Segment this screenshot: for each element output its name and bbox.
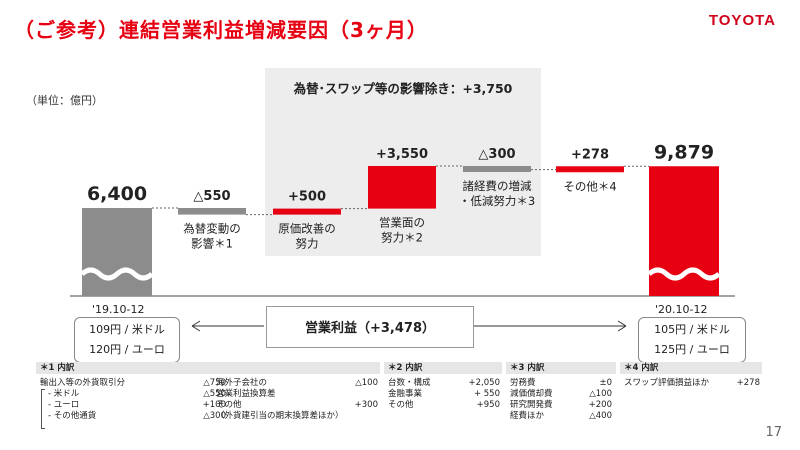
waterfall-bar [82,208,152,296]
category-label: 営業面の [379,216,425,230]
category-label: 影響＊1 [191,237,233,251]
note1-left-label: - 米ドル [48,389,80,399]
note1-right-label: （外貨建引当の期末換算差ほか） [216,411,344,421]
axis-break-mark [80,267,154,281]
operating-income-label: 営業利益（+3,478） [304,321,435,336]
toyota-logo: TOYOTA [708,12,776,29]
note3-label: 経費ほか [510,411,545,421]
waterfall-bar [463,166,531,172]
note2-label: 金融事業 [388,389,423,399]
axis-break-mark [647,267,721,281]
fx-excluded-group-box [265,68,541,256]
category-label: 為替変動の [183,222,241,236]
note1-right-label: 海外子会社の [216,378,268,388]
note4-value: +278 [736,378,760,388]
note1-left-value: +100 [202,400,226,410]
category-label: 努力＊2 [381,231,423,245]
page-title: （ご参考）連結営業利益増減要因（3ヶ月） [14,18,428,42]
note1-left-label: - ユーロ [48,400,80,410]
fx-rates-start: 109円 / 米ドル 120円 / ユーロ [74,317,180,363]
waterfall-bar [556,166,624,173]
note1-left-label: 輸出入等の外貨取引分 [40,378,126,388]
note1-left-label: - その他通貨 [48,411,97,421]
bar-value-label: △300 [478,147,515,162]
fx-rate-start-eur: 120円 / ユーロ [89,343,165,356]
fx-rates-end: 105円 / 米ドル 125円 / ユーロ [638,317,746,363]
note3-value: ±0 [599,378,612,388]
fx-rate-end-usd: 105円 / 米ドル [654,323,730,336]
fx-rate-end-eur: 125円 / ユーロ [654,343,730,356]
fx-rate-start-usd: 109円 / 米ドル [89,323,165,336]
note1-bracket [41,389,45,429]
waterfall-bar [178,208,246,215]
fx-excluded-group-label: 為替･スワップ等の影響除き：+3,750 [293,81,513,96]
note3-label: 減価償却費 [510,389,553,399]
period-start-label: '19.10-12 [92,303,145,316]
note2-value: +2,050 [468,378,500,388]
operating-income-box [266,306,474,348]
note2-header: ＊2 内訳 [384,362,502,374]
note3-value: △100 [589,389,612,399]
note1-header: ＊1 内訳 [36,362,380,374]
note2-label: 台数・構成 [388,378,431,388]
arrow-left-head [191,320,201,332]
category-label: 努力 [296,237,319,251]
note3-label: 研究開発費 [510,400,553,410]
note1-left-value: △750 [203,378,226,388]
note4-header: ＊4 内訳 [620,362,762,374]
note3-label: 労務費 [510,378,536,388]
waterfall-bar [273,208,341,215]
note3-value: +200 [588,400,612,410]
bar-value-label: +500 [288,190,326,205]
category-label: ・低減努力＊3 [459,194,535,208]
note3-header: ＊3 内訳 [506,362,616,374]
page-number: 17 [765,425,782,440]
waterfall-bar [368,166,436,209]
note1-left-value: △300 [203,411,226,421]
bar-value-label: 6,400 [87,183,147,205]
note1-right-value: +300 [354,400,378,410]
note1-right-value: △100 [355,378,378,388]
bar-value-label: 9,879 [654,141,714,163]
bar-value-label: +3,550 [376,147,428,162]
category-label: 諸経費の増減 [463,179,532,193]
arrow-right-head [617,320,627,332]
note3-value: △400 [589,411,612,421]
note2-label: その他 [388,400,414,410]
bar-value-label: △550 [193,189,230,204]
note1-right-label: その他 [216,400,242,410]
note4-label: スワップ評価損益ほか [624,378,710,388]
note2-value: +950 [476,400,500,410]
note2-value: + 550 [473,389,500,399]
bar-value-label: +278 [571,147,609,162]
category-label: 原価改善の [278,222,336,236]
unit-label: （単位：億円） [26,94,103,107]
period-end-label: '20.10-12 [655,303,708,316]
breakdown-notes: ＊1 内訳 ＊2 内訳 ＊3 内訳 ＊4 内訳 輸出入等の外貨取引分 △750 … [36,362,762,434]
category-label: その他＊4 [563,179,616,193]
note1-right-label: 営業利益換算差 [216,389,276,399]
note1-left-value: △550 [203,389,226,399]
